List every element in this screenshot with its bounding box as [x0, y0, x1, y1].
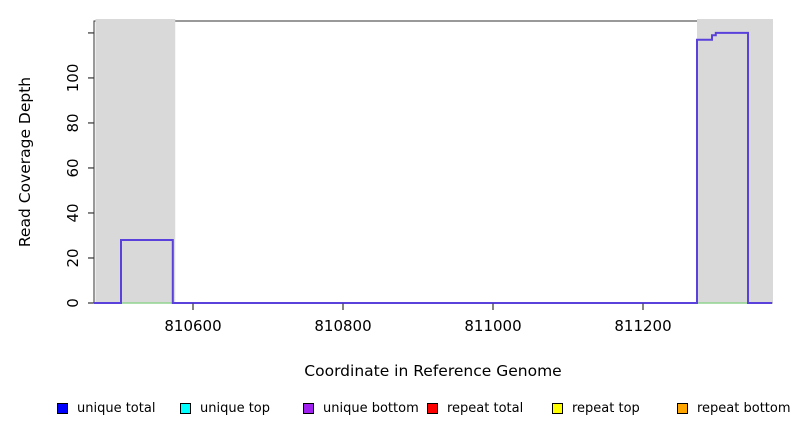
- legend-item-repeat-total: repeat total: [427, 399, 523, 417]
- legend-item-unique-total: unique total: [57, 399, 155, 417]
- legend-item-repeat-bottom: repeat bottom: [677, 399, 791, 417]
- legend-label: repeat bottom: [697, 400, 791, 416]
- legend-label: unique bottom: [323, 400, 419, 416]
- unique-coverage-line: [94, 31, 772, 304]
- x-axis-tick-label: 811200: [614, 317, 671, 335]
- legend-item-unique-top: unique top: [180, 399, 270, 417]
- x-axis-title: Coordinate in Reference Genome: [304, 362, 561, 380]
- repeat-region-left: [95, 19, 176, 303]
- y-axis-title: Read Coverage Depth: [16, 77, 34, 247]
- legend-item-repeat-top: repeat top: [552, 399, 640, 417]
- repeat-region-right: [697, 19, 773, 303]
- y-axis-tick-label: 40: [64, 203, 82, 222]
- x-axis-tick-label: 811000: [464, 317, 521, 335]
- legend-swatch: [303, 402, 314, 414]
- y-axis-tick-label: 20: [64, 248, 82, 267]
- legend-item-unique-bottom: unique bottom: [303, 399, 419, 417]
- legend-label: unique top: [200, 400, 271, 416]
- y-axis-tick-label: 60: [64, 158, 82, 177]
- legend-swatch: [552, 402, 563, 414]
- legend-swatch: [427, 402, 438, 414]
- legend-swatch: [677, 402, 688, 414]
- x-axis-tick-label: 810800: [314, 317, 371, 335]
- legend-label: repeat top: [572, 400, 640, 416]
- legend-swatch: [57, 402, 68, 414]
- x-axis-tick-label: 810600: [164, 317, 221, 335]
- y-axis-tick-label: 100: [64, 64, 82, 93]
- y-axis-tick-label: 80: [64, 113, 82, 132]
- y-axis-tick-label: 0: [64, 298, 82, 308]
- legend-label: unique total: [77, 400, 156, 416]
- legend-swatch: [180, 402, 191, 414]
- legend-label: repeat total: [447, 400, 524, 416]
- plot-border: [93, 20, 773, 304]
- chart-legend: unique total unique top unique bottom repea…: [0, 399, 792, 419]
